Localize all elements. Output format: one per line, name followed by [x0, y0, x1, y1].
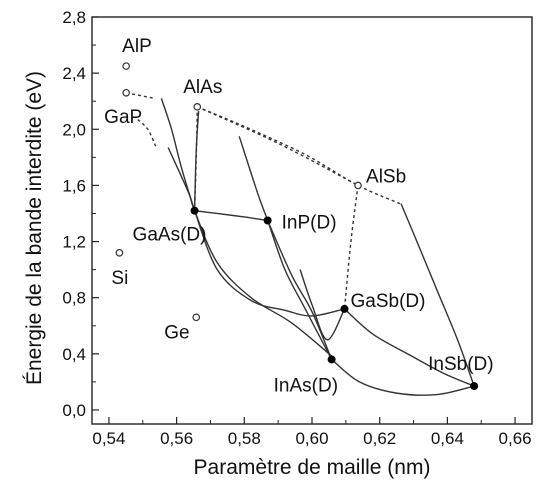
- solid-curve: [167, 147, 333, 358]
- y-tick-label: 2,0: [62, 120, 86, 139]
- label-inpd: InP(D): [282, 213, 337, 234]
- solid-curve: [400, 203, 475, 387]
- x-tick-label: 0,64: [431, 429, 464, 448]
- solid-curve: [299, 269, 346, 341]
- y-tick-label: 1,6: [62, 176, 86, 195]
- solid-curve: [194, 209, 268, 222]
- curves: [126, 92, 475, 396]
- dashed-curve: [137, 118, 157, 147]
- y-tick-label: 0,4: [62, 345, 86, 364]
- label-gasbd: GaSb(D): [350, 291, 425, 312]
- point-alp: [122, 62, 130, 70]
- label-gaasd: GaAs(D): [133, 225, 207, 246]
- dashed-curve: [196, 106, 401, 205]
- point-labels: AlP GaP AlAs AlSb Si Ge GaAs(D) InP(D) GaSb(D) In…: [104, 36, 493, 396]
- x-tick-label: 0,66: [499, 429, 532, 448]
- x-tick-label: 0,56: [160, 429, 193, 448]
- point-gap: [122, 88, 130, 97]
- y-tick-label: 0,0: [62, 401, 86, 420]
- y-tick-label: 2,4: [62, 64, 86, 83]
- y-tick-label: 2,8: [62, 8, 86, 27]
- point-alsb: [354, 181, 362, 190]
- dashed-curve: [193, 106, 198, 211]
- label-alp: AlP: [122, 36, 152, 57]
- label-alsb: AlSb: [366, 166, 406, 187]
- point-inpd: [263, 216, 272, 225]
- label-inasd: InAs(D): [274, 375, 338, 396]
- label-alas: AlAs: [183, 77, 222, 98]
- x-tick-label: 0,58: [228, 429, 261, 448]
- y-tick-label: 1,2: [62, 233, 86, 252]
- y-tick-label: 0,8: [62, 289, 86, 308]
- x-axis: 0,54 0,56 0,58 0,60 0,62 0,64 0,66: [92, 417, 532, 448]
- dashed-curve: [343, 185, 359, 309]
- y-axis-title: Énergie de la bande interdite (eV): [23, 71, 46, 385]
- x-tick-label: 0,62: [363, 429, 396, 448]
- x-tick-label: 0,60: [295, 429, 328, 448]
- point-alas: [193, 103, 202, 111]
- point-gasbd: [340, 304, 349, 313]
- y-axis: 0,0 0,4 0,8 1,2 1,6 2,0 2,4 2,8: [62, 8, 99, 420]
- data-points: [115, 62, 479, 391]
- x-tick-label: 0,54: [92, 429, 125, 448]
- solid-curve: [193, 210, 345, 317]
- label-insbd: InSb(D): [428, 354, 493, 375]
- label-si: Si: [111, 268, 128, 289]
- dashed-curve: [126, 92, 155, 100]
- solid-curve: [267, 220, 333, 360]
- solid-curve: [238, 136, 333, 360]
- dashed-curve: [196, 106, 359, 187]
- label-ge: Ge: [164, 322, 189, 343]
- point-gaasd: [190, 206, 199, 215]
- label-gap: GaP: [104, 107, 142, 128]
- point-inasd: [327, 355, 336, 364]
- x-axis-title: Paramètre de maille (nm): [194, 456, 431, 479]
- point-ge: [192, 313, 201, 322]
- solid-curve: [344, 308, 475, 387]
- point-insbd: [470, 382, 479, 391]
- point-si: [115, 248, 124, 257]
- solid-curve: [331, 358, 475, 396]
